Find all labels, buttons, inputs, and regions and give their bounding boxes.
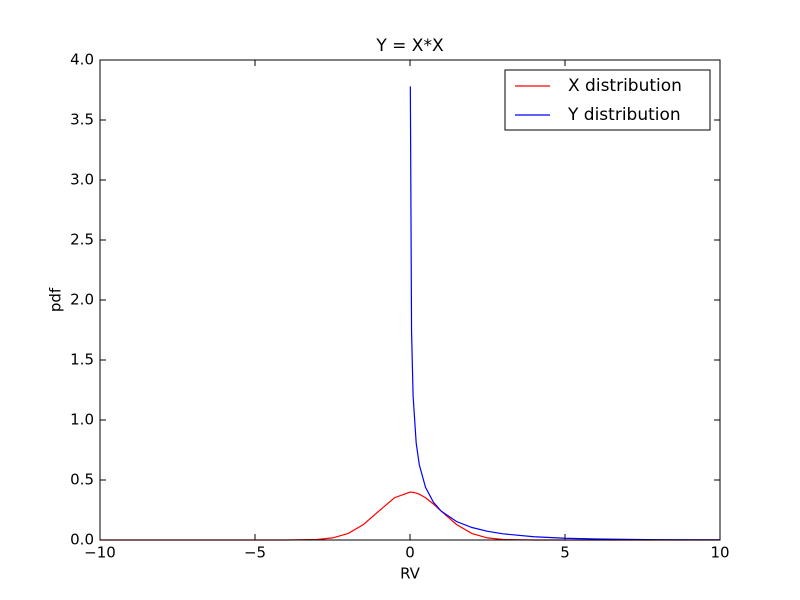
y-tick-label: 2.0	[70, 291, 94, 309]
x-tick-label: 5	[560, 544, 570, 562]
legend-label: X distribution	[568, 76, 682, 96]
y-tick-label: 4.0	[70, 51, 94, 69]
y-tick-label: 1.0	[70, 411, 94, 429]
y-tick-label: 3.5	[70, 111, 94, 129]
y-tick-label: 3.0	[70, 171, 94, 189]
y-axis-label: pdf	[47, 287, 65, 312]
plot-frame	[99, 59, 721, 541]
y-tick-label: 0.5	[70, 471, 94, 489]
x-tick-label: 0	[405, 544, 415, 562]
y-tick-label: 2.5	[70, 231, 94, 249]
x-tick-label: 10	[710, 544, 729, 562]
series-line	[409, 86, 721, 541]
x-axis-label: RV	[400, 565, 421, 583]
legend-label: Y distribution	[567, 105, 681, 125]
legend-box	[504, 69, 711, 131]
y-tick-label: 1.5	[70, 351, 94, 369]
chart-title: Y = X*X	[375, 36, 444, 56]
y-tick-label: 0.0	[70, 531, 94, 549]
x-tick-label: −5	[244, 544, 266, 562]
x-tick-label: −10	[84, 544, 116, 562]
